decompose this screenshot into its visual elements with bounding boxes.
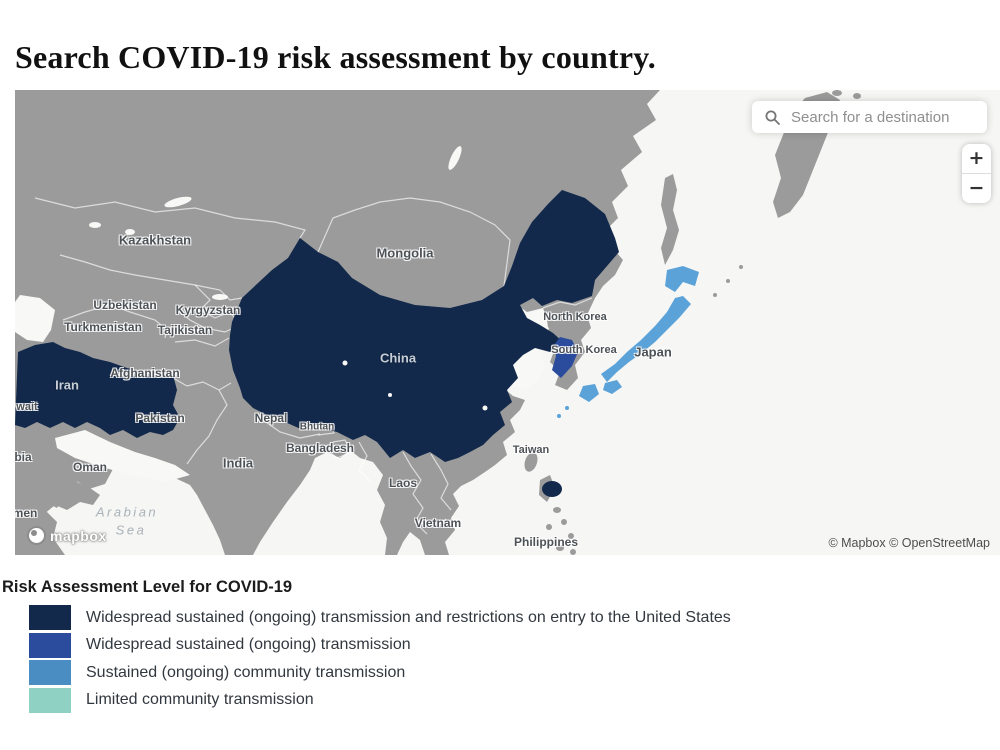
- map-label-nepal: Nepal: [254, 411, 288, 425]
- legend-row-level-2: Widespread sustained (ongoing) transmiss…: [0, 632, 1000, 660]
- map-label-vietnam: Vietnam: [414, 516, 462, 530]
- page-title: Search COVID-19 risk assessment by count…: [15, 39, 656, 76]
- map-label-men: men: [15, 506, 38, 520]
- level3-countries: [557, 266, 699, 418]
- map-label-wait: wait: [16, 401, 38, 413]
- map-zoom-control: + −: [962, 144, 991, 203]
- country-iran: [15, 342, 180, 438]
- legend-row-level-3: Sustained (ongoing) community transmissi…: [0, 659, 1000, 687]
- mapbox-logo-icon: [27, 526, 46, 545]
- map-label-taiwan: Taiwan: [512, 444, 550, 456]
- map-label-tajikistan: Tajikistan: [157, 323, 213, 337]
- search-input[interactable]: [789, 107, 992, 127]
- country-hainan: [542, 481, 562, 497]
- map-label-mongolia: Mongolia: [376, 245, 434, 261]
- map-label-india: India: [222, 455, 254, 471]
- map-label-pakistan: Pakistan: [135, 411, 185, 425]
- map-label-turkmenistan: Turkmenistan: [64, 320, 142, 334]
- map-label-north-korea: North Korea: [543, 311, 607, 323]
- map-label-bangladesh: Bangladesh: [285, 441, 355, 455]
- map-label-arabian: Arabian: [95, 504, 159, 520]
- map-label-south-korea: South Korea: [551, 344, 617, 356]
- map-label-laos: Laos: [388, 476, 418, 490]
- map-label-japan: Japan: [634, 344, 672, 360]
- map-label-oman: Oman: [72, 460, 108, 474]
- country-south-korea: [552, 337, 578, 378]
- zoom-out-button[interactable]: −: [962, 174, 991, 203]
- asia-map-graphic: [15, 90, 1000, 555]
- legend-row-level-4: Limited community transmission: [0, 687, 1000, 715]
- legend-swatch-level-1: [29, 605, 71, 631]
- risk-map-canvas[interactable]: Kazakhstan Mongolia Uzbekistan Kyrgyzstan Tu…: [15, 90, 1000, 555]
- map-label-iran: Iran: [55, 377, 79, 393]
- map-label-china: China: [379, 350, 417, 366]
- legend-label-level-2: Widespread sustained (ongoing) transmiss…: [86, 636, 411, 654]
- mapbox-logo-text: mapbox: [50, 527, 107, 544]
- map-attribution[interactable]: © Mapbox © OpenStreetMap: [828, 536, 990, 550]
- search-icon: [765, 110, 780, 125]
- legend-swatch-level-2: [29, 632, 71, 658]
- legend-title: Risk Assessment Level for COVID-19: [2, 578, 293, 596]
- legend-label-level-4: Limited community transmission: [86, 691, 314, 709]
- map-label-bhutan: Bhutan: [299, 421, 335, 433]
- legend-row-level-1: Widespread sustained (ongoing) transmiss…: [0, 604, 1000, 632]
- map-label-sea: Sea: [115, 522, 147, 538]
- map-label-uzbekistan: Uzbekistan: [93, 298, 157, 312]
- zoom-divider: [962, 173, 991, 174]
- japan-hokkaido: [665, 266, 699, 292]
- map-label-kyrgyzstan: Kyrgyzstan: [175, 303, 241, 317]
- map-label-kazakhstan: Kazakhstan: [118, 232, 192, 248]
- level1-countries: [15, 190, 619, 497]
- legend-swatch-level-4: [29, 687, 71, 713]
- japan-shikoku: [603, 380, 622, 394]
- legend-label-level-3: Sustained (ongoing) community transmissi…: [86, 663, 406, 681]
- destination-search-box[interactable]: [752, 101, 992, 133]
- legend-label-level-1: Widespread sustained (ongoing) transmiss…: [86, 608, 731, 626]
- map-label-bia: bia: [15, 450, 32, 464]
- zoom-in-button[interactable]: +: [962, 144, 991, 173]
- japan-kyushu: [579, 384, 599, 402]
- mapbox-logo[interactable]: mapbox: [27, 526, 107, 545]
- risk-legend: Risk Assessment Level for COVID-19 Wides…: [0, 578, 1000, 714]
- legend-swatch-level-3: [29, 660, 71, 686]
- country-china: [229, 190, 619, 462]
- level2-countries: [552, 337, 578, 378]
- map-label-afghanistan: Afghanistan: [110, 366, 180, 380]
- japan-honshu: [601, 296, 691, 382]
- country-borders: [34, 197, 593, 535]
- china-lakes: [342, 360, 488, 411]
- map-label-philippines: Philippines: [513, 535, 579, 549]
